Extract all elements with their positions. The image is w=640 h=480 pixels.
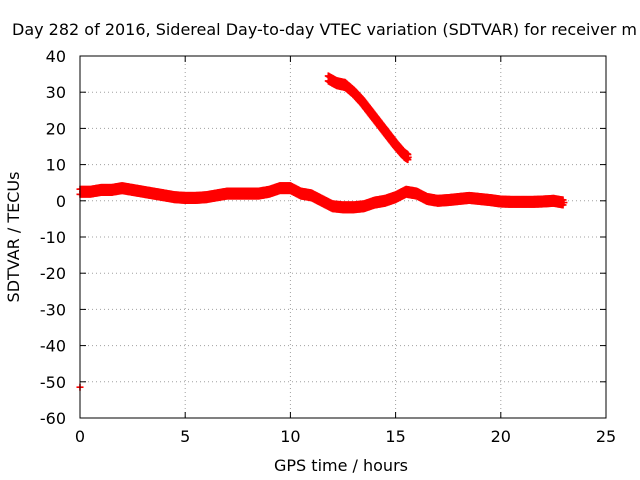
data-points [76,72,568,391]
x-tick-label: 0 [75,427,85,446]
x-tick-label: 10 [280,427,300,446]
x-tick-label: 20 [491,427,511,446]
plot-frame [79,55,607,419]
y-tick-label: -10 [40,228,66,247]
axis-ticks: 0 5 10 15 20 25 40 30 20 10 0 -10 -20 -30 -40 -50 -60 [40,47,616,446]
y-tick-label: 30 [46,83,66,102]
grid [80,56,606,418]
y-tick-label: 10 [46,156,66,175]
y-tick-label: 0 [56,192,66,211]
x-axis-label: GPS time / hours [274,456,408,475]
y-tick-label: -30 [40,300,66,319]
y-tick-label: -60 [40,409,66,428]
x-tick-label: 25 [596,427,616,446]
y-tick-label: -40 [40,337,66,356]
x-tick-label: 5 [180,427,190,446]
y-axis-label: SDTVAR / TECUs [4,172,23,303]
x-tick-label: 15 [385,427,405,446]
chart-title: Day 282 of 2016, Sidereal Day-to-day VTE… [12,20,637,39]
data-point [404,153,412,161]
data-point [560,199,568,207]
y-tick-label: 40 [46,47,66,66]
y-tick-label: -50 [40,373,66,392]
y-tick-label: -20 [40,264,66,283]
y-tick-label: 20 [46,119,66,138]
